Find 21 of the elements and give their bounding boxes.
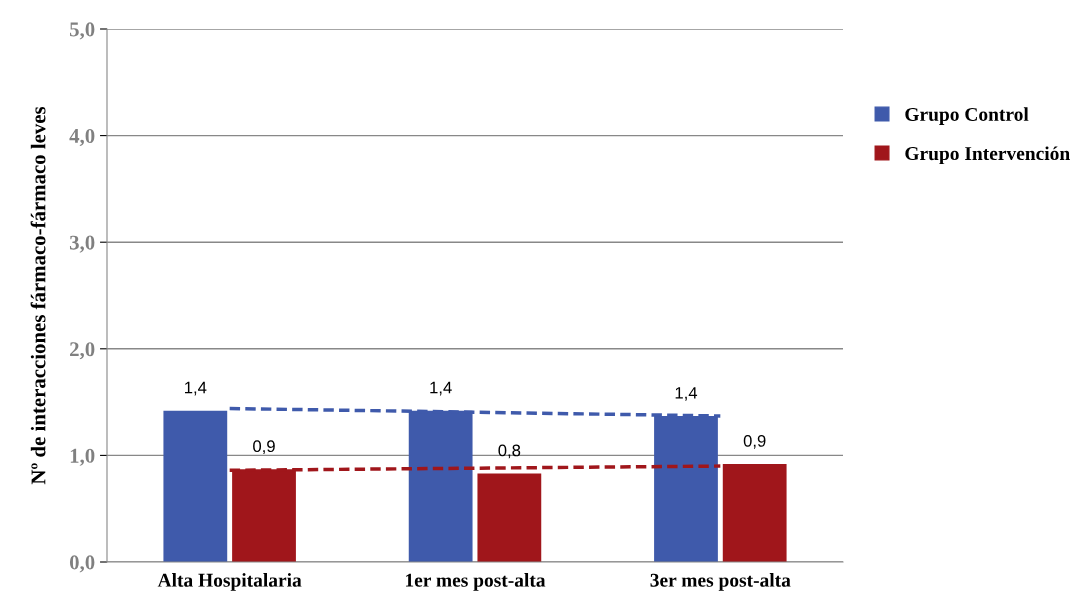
data-label: 1,4 [185,381,207,396]
data-label: 1,4 [430,381,452,396]
y-tick-label: 5,0 [69,22,95,40]
legend-label: Grupo Intervención [905,146,1070,165]
data-label: 0,9 [743,434,766,449]
x-tick-label: Alta Hospitalaria [157,573,302,591]
y-tick-label: 0,0 [69,555,95,573]
legend-label: Grupo Control [905,107,1029,125]
data-label: 0,9 [253,440,275,455]
y-axis-title: Nº de interacciones fármaco-fármaco leves [30,106,46,485]
x-tick-label: 1er mes post-alta [405,573,546,591]
x-tick-label: 3er mes post-alta [650,573,791,591]
y-tick-label: 2,0 [70,342,95,360]
y-tick-label: 3,0 [69,235,95,253]
y-tick-label: 1,0 [70,448,95,466]
y-tick-label: 4,0 [69,128,95,147]
data-label: 1,4 [675,387,698,401]
data-label: 0,8 [498,444,521,459]
bar [477,473,542,562]
bar [722,463,787,562]
bar [163,410,228,562]
